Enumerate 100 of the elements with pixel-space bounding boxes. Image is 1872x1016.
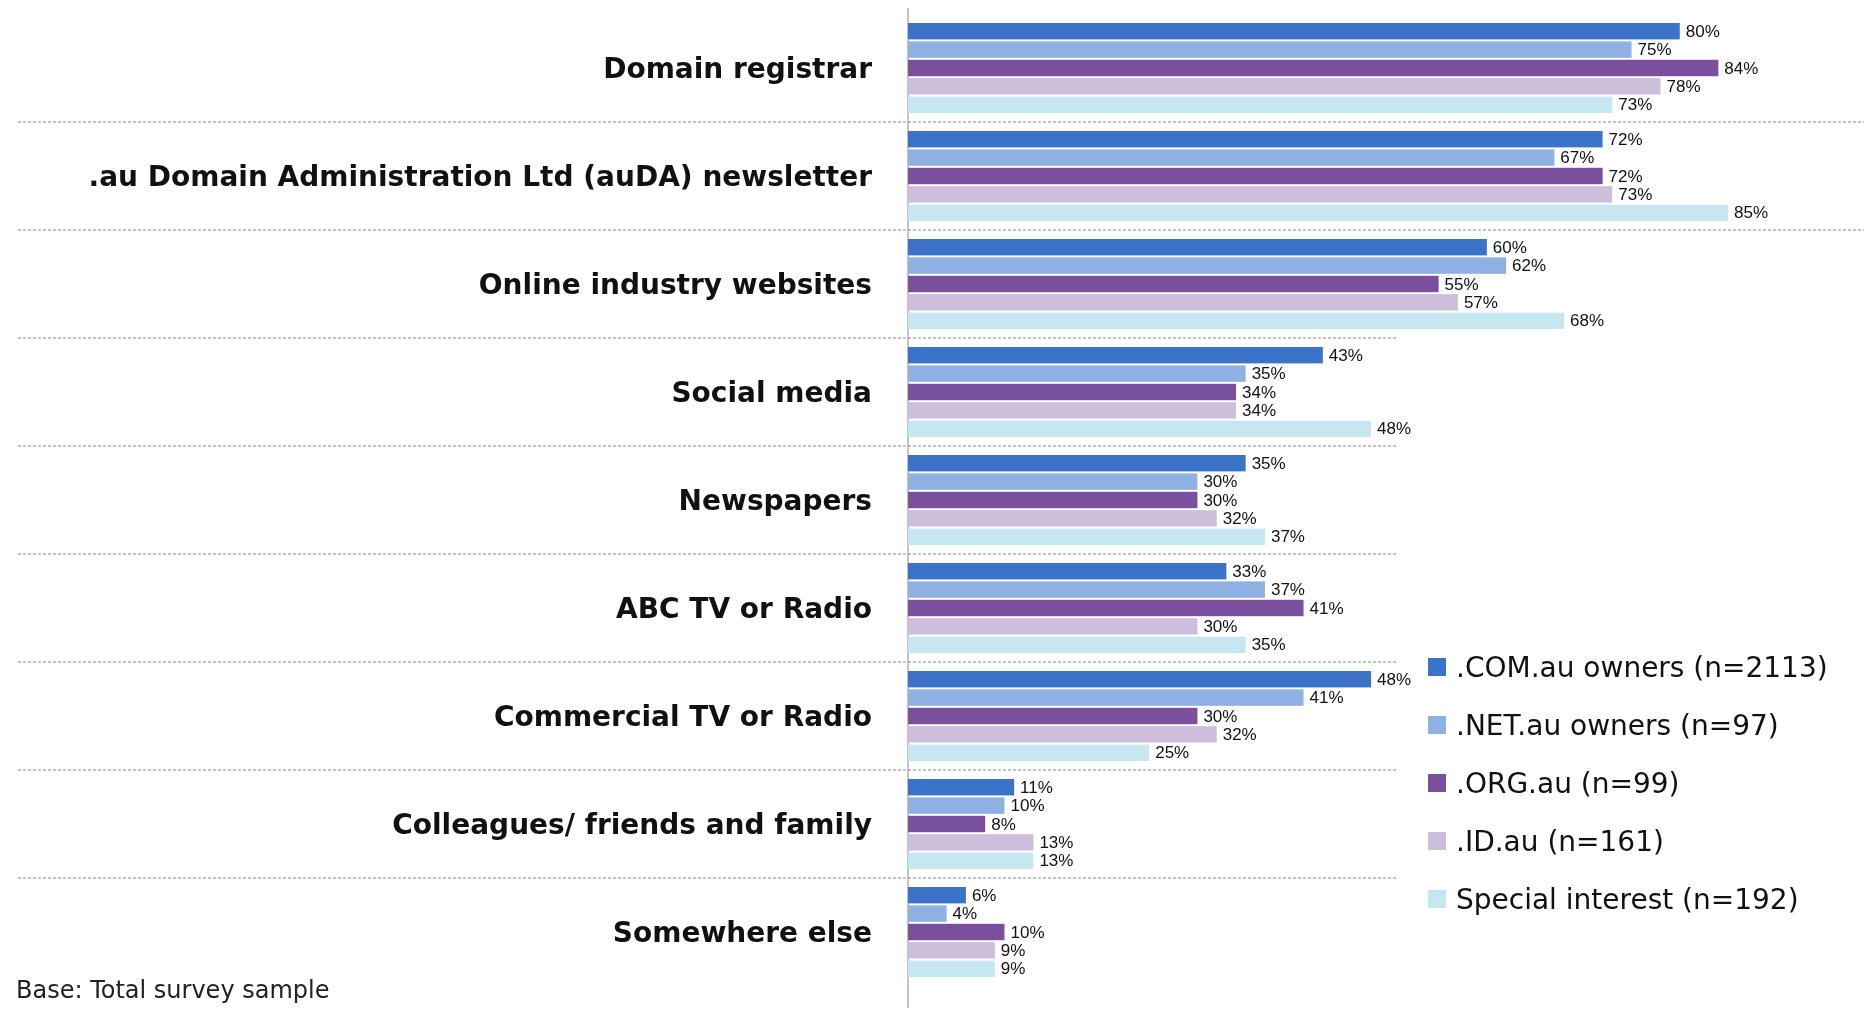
data-label: 41%: [1309, 598, 1344, 618]
y-tick-label: Online industry websites: [478, 267, 872, 301]
bar: [908, 455, 1246, 472]
bar: [908, 186, 1613, 203]
data-label: 10%: [1010, 922, 1045, 942]
bar: [908, 563, 1227, 580]
bar: [908, 707, 1198, 725]
data-label: 48%: [1377, 419, 1412, 439]
data-label: 9%: [1000, 959, 1026, 979]
data-label: 33%: [1232, 561, 1267, 581]
bar: [908, 167, 1603, 185]
data-label: 8%: [991, 814, 1016, 834]
data-label: 30%: [1203, 616, 1238, 636]
data-label: 25%: [1155, 743, 1190, 763]
y-tick-label: Domain registrar: [603, 51, 873, 85]
data-label: 84%: [1724, 58, 1759, 78]
bar: [908, 402, 1236, 419]
data-label: 34%: [1242, 400, 1277, 420]
data-label: 67%: [1560, 148, 1595, 168]
data-label: 32%: [1222, 508, 1257, 528]
y-tick-label: Somewhere else: [612, 915, 872, 949]
bar: [908, 942, 995, 959]
data-label: 4%: [952, 904, 978, 924]
text: Base: Total survey sample: [16, 976, 330, 1004]
data-label: 78%: [1666, 76, 1701, 96]
data-label: 30%: [1203, 472, 1238, 492]
bar: [908, 852, 1034, 869]
data-label: 72%: [1608, 129, 1643, 149]
bar: [908, 473, 1198, 490]
data-label: 37%: [1270, 580, 1305, 600]
data-label: 48%: [1377, 669, 1412, 689]
bar: [908, 960, 995, 977]
y-tick-label: Commercial TV or Radio: [493, 699, 872, 733]
bar: [908, 887, 966, 904]
data-label: 32%: [1222, 724, 1257, 744]
bar: [908, 815, 986, 833]
bar: [908, 779, 1015, 796]
bar: [908, 59, 1719, 77]
bar: [908, 923, 1005, 941]
bar: [908, 204, 1728, 221]
y-tick-label: ABC TV or Radio: [616, 591, 872, 625]
bar: [908, 689, 1304, 706]
bar: [908, 23, 1680, 40]
bar: [908, 275, 1439, 293]
y-tick-label: Social media: [671, 375, 872, 409]
bar: [908, 96, 1613, 113]
data-label: 55%: [1444, 274, 1479, 294]
bar: [908, 312, 1564, 329]
y-tick-label: .au Domain Administration Ltd (auDA) newsletter: [88, 159, 873, 193]
bar: [908, 365, 1246, 382]
bar: [908, 510, 1217, 527]
data-label: 73%: [1618, 184, 1653, 204]
data-label: 35%: [1251, 453, 1286, 473]
bar: [908, 491, 1198, 509]
legend-label: .NET.au owners (n=97): [1456, 708, 1779, 742]
data-label: 13%: [1039, 832, 1074, 852]
bar: [908, 905, 947, 922]
legend-label: Special interest (n=192): [1456, 882, 1799, 916]
bar: [908, 78, 1661, 95]
data-label: 60%: [1492, 237, 1527, 257]
bar: [908, 420, 1372, 437]
bar: [908, 528, 1265, 545]
data-label: 10%: [1010, 796, 1045, 816]
data-label: 75%: [1637, 40, 1672, 60]
data-label: 72%: [1608, 166, 1643, 186]
data-label: 57%: [1463, 292, 1498, 312]
data-label: 37%: [1270, 527, 1305, 547]
data-label: 62%: [1512, 256, 1547, 276]
bar: [908, 671, 1372, 688]
bar: [908, 41, 1632, 58]
data-label: 30%: [1203, 490, 1238, 510]
bar: [908, 599, 1304, 617]
data-label: 30%: [1203, 706, 1238, 726]
data-label: 13%: [1039, 851, 1074, 871]
bar: [908, 636, 1246, 653]
bar: [908, 834, 1034, 851]
legend-label: .ORG.au (n=99): [1456, 766, 1680, 800]
bar: [908, 149, 1555, 166]
bar: [908, 744, 1150, 761]
data-label: 85%: [1734, 203, 1769, 223]
bar: [908, 383, 1236, 401]
data-label: 41%: [1309, 688, 1344, 708]
data-label: 9%: [1000, 940, 1026, 960]
data-label: 35%: [1251, 635, 1286, 655]
data-label: 11%: [1020, 777, 1053, 797]
bar: [908, 131, 1603, 148]
data-label: 80%: [1685, 21, 1720, 41]
bar: [908, 581, 1265, 598]
legend-label: .ID.au (n=161): [1456, 824, 1664, 858]
bar: [908, 797, 1005, 814]
bar: [908, 239, 1487, 256]
y-tick-label: Newspapers: [678, 483, 872, 517]
bar: [908, 618, 1198, 635]
data-label: 68%: [1570, 311, 1605, 331]
bar: [908, 257, 1507, 274]
data-label: 35%: [1251, 364, 1286, 384]
data-label: 43%: [1328, 345, 1363, 365]
bar: [908, 347, 1323, 364]
data-label: 6%: [971, 885, 997, 905]
legend-label: .COM.au owners (n=2113): [1456, 650, 1828, 684]
